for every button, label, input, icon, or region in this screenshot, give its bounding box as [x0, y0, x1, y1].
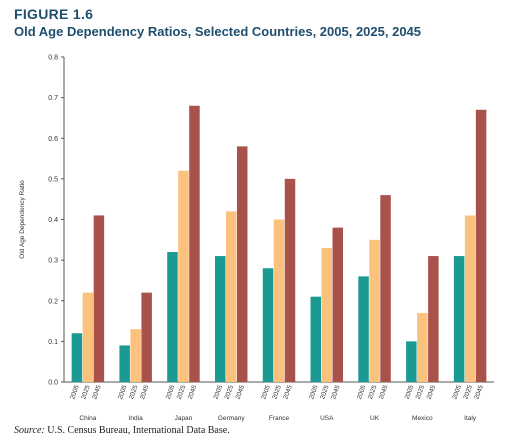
bar-2025: [130, 329, 141, 382]
source-key: Source:: [14, 425, 45, 436]
category-label: Japan: [175, 415, 193, 422]
y-tick-label: 0.7: [48, 95, 58, 102]
y-tick-label: 0.4: [48, 217, 58, 224]
x-sub-label: 2005: [356, 384, 368, 400]
bar-2045: [380, 195, 391, 382]
y-tick-label: 0.1: [48, 339, 58, 346]
x-sub-label: 2005: [260, 384, 272, 400]
x-sub-label: 2005: [117, 384, 129, 400]
x-sub-label: 2045: [282, 384, 294, 400]
figure-title: Old Age Dependency Ratios, Selected Coun…: [14, 24, 422, 39]
y-tick-label: 0.5: [48, 176, 58, 183]
bar-2045: [189, 105, 200, 382]
bar-2005: [310, 296, 322, 382]
category-label: India: [129, 415, 143, 422]
y-tick-label: 0.0: [48, 380, 58, 387]
category-label: Germany: [218, 415, 245, 422]
bar-2025: [82, 292, 94, 382]
bar-2005: [453, 256, 465, 382]
bar-2005: [71, 333, 83, 382]
x-sub-label: 2005: [213, 384, 225, 400]
x-sub-label: 2045: [473, 384, 485, 400]
category-label: China: [79, 415, 96, 422]
bar-2045: [284, 178, 296, 382]
figure-label: FIGURE 1.6: [14, 6, 94, 22]
bar-2025: [417, 312, 428, 382]
x-sub-label: 2045: [139, 384, 151, 400]
x-sub-label: 2005: [451, 384, 463, 400]
source-text: U.S. Census Bureau, International Data B…: [47, 425, 230, 436]
x-sub-label: 2025: [80, 384, 92, 400]
bar-2025: [178, 170, 189, 382]
bar-2045: [428, 256, 439, 382]
x-sub-label: 2045: [235, 384, 247, 400]
bar-2005: [262, 268, 274, 382]
y-tick-label: 0.2: [48, 298, 58, 305]
x-sub-label: 2025: [415, 384, 427, 400]
x-sub-label: 2045: [378, 384, 390, 400]
x-sub-label: 2045: [187, 384, 199, 400]
x-sub-label: 2025: [462, 384, 474, 400]
category-label: Mexico: [412, 415, 433, 422]
bar-2005: [406, 341, 417, 382]
x-sub-label: 2025: [176, 384, 188, 400]
bar-2045: [93, 215, 105, 382]
y-axis-title: Old Age Dependency Ratio: [19, 180, 26, 259]
category-label: Italy: [464, 415, 477, 422]
bar-2025: [464, 215, 476, 382]
category-label: USA: [320, 415, 334, 422]
x-sub-label: 2045: [330, 384, 342, 400]
bar-2025: [225, 211, 237, 382]
x-sub-label: 2025: [224, 384, 236, 400]
bar-2045: [475, 109, 487, 382]
x-sub-label: 2045: [426, 384, 438, 400]
x-sub-label: 2025: [128, 384, 140, 400]
x-sub-label: 2025: [319, 384, 331, 400]
y-tick-label: 0.3: [48, 258, 58, 265]
source-note: Source: U.S. Census Bureau, Internationa…: [14, 425, 230, 436]
category-label: France: [269, 415, 290, 422]
bar-2005: [167, 252, 178, 382]
bar-2005: [214, 256, 226, 382]
bar-2025: [273, 219, 285, 382]
y-tick-label: 0.6: [48, 136, 58, 143]
category-label: UK: [370, 415, 380, 422]
x-sub-label: 2025: [271, 384, 283, 400]
bar-2045: [332, 227, 344, 382]
bar-2045: [141, 292, 152, 382]
y-tick-label: 0.8: [48, 55, 58, 62]
x-sub-label: 2025: [367, 384, 379, 400]
x-sub-label: 2005: [308, 384, 320, 400]
bar-2025: [321, 247, 333, 382]
bar-2025: [369, 239, 380, 382]
x-sub-label: 2005: [69, 384, 81, 400]
x-sub-label: 2005: [404, 384, 416, 400]
bar-2005: [119, 345, 130, 382]
bar-2045: [236, 146, 248, 382]
x-sub-label: 2045: [91, 384, 103, 400]
bar-2005: [358, 276, 369, 382]
x-sub-label: 2005: [165, 384, 177, 400]
